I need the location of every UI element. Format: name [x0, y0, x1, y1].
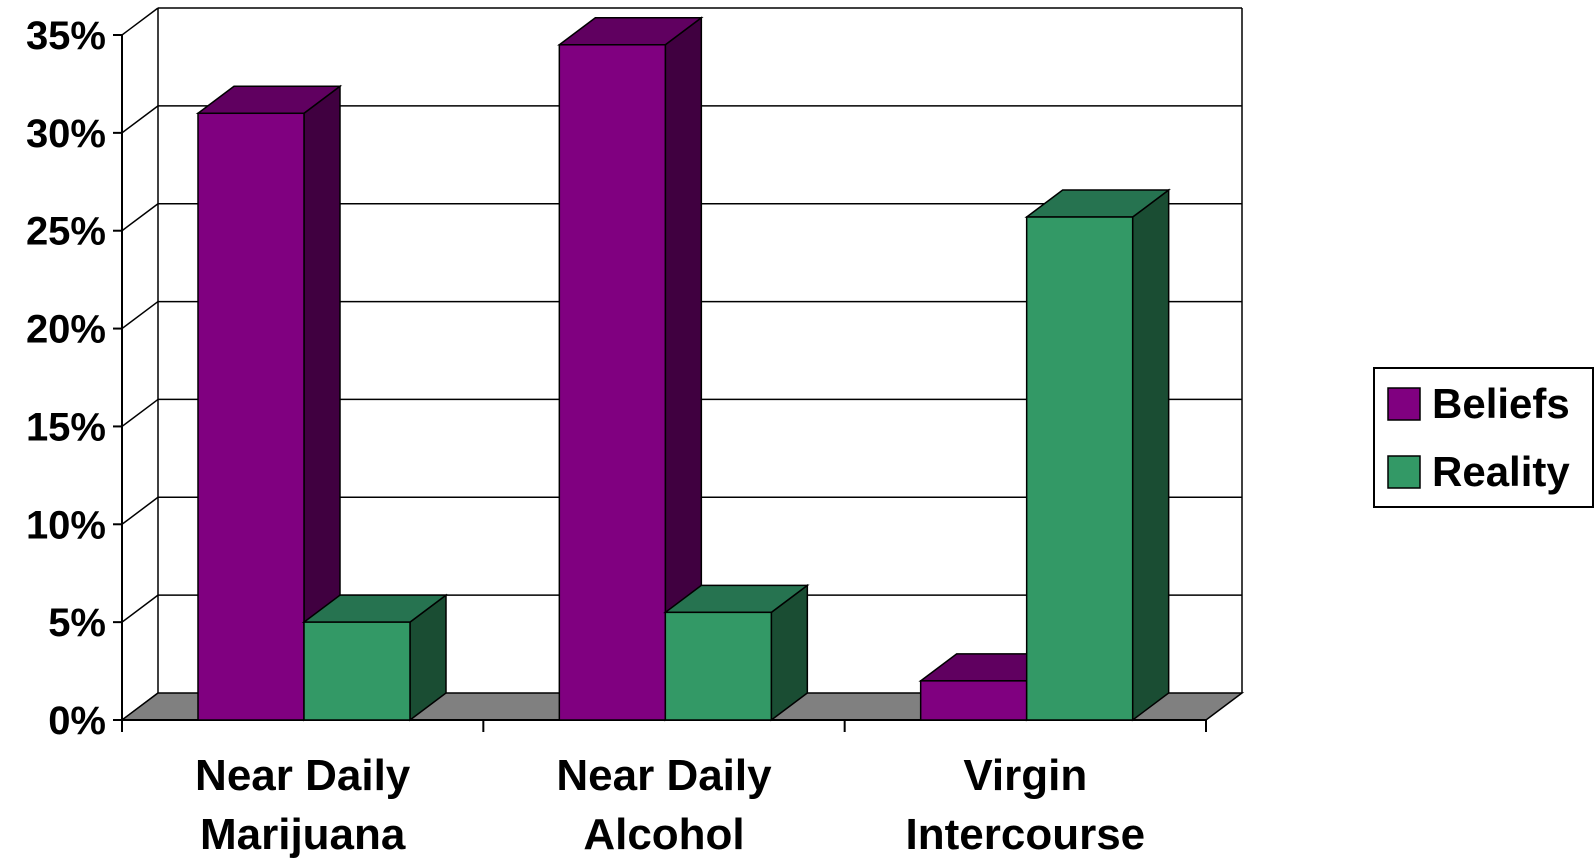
side-wall-line	[121, 398, 159, 428]
bar-front	[1025, 216, 1134, 721]
bar-front	[558, 44, 667, 721]
bar-front	[664, 611, 773, 721]
y-axis-ticks: 0% 5% 10% 15% 20% 25% 30% 35%	[26, 14, 106, 743]
y-tick-label: 5%	[48, 601, 106, 645]
bar-reality	[301, 593, 449, 722]
bar-reality	[1024, 188, 1171, 722]
side-wall-line	[121, 105, 159, 134]
y-tick-label: 25%	[26, 210, 106, 254]
y-tick-label: 35%	[26, 14, 106, 58]
bars	[195, 16, 1171, 722]
side-wall-line	[121, 594, 159, 623]
category-label-line: Near Daily	[195, 751, 411, 800]
category-label-line: Near Daily	[556, 751, 772, 800]
legend-label: Reality	[1432, 448, 1570, 495]
category-label-line: Marijuana	[200, 810, 406, 859]
side-wall-line	[121, 496, 159, 525]
bar-beliefs	[195, 84, 343, 722]
x-axis-categories: Near Daily Marijuana Near Daily Alcohol Virg…	[195, 751, 1145, 859]
y-tick-label: 30%	[26, 112, 106, 156]
category-label-line: Alcohol	[583, 810, 744, 859]
category-label: Near Daily Marijuana	[195, 751, 411, 859]
side-wall-line	[121, 7, 159, 36]
y-tick-label: 20%	[26, 308, 106, 352]
category-label: Virgin Intercourse	[906, 751, 1146, 859]
bar-front	[919, 680, 1028, 721]
bar-front	[303, 621, 411, 721]
legend-item-beliefs: Beliefs	[1387, 380, 1570, 427]
legend-item-reality: Reality	[1387, 448, 1570, 495]
bar-reality	[663, 583, 810, 722]
y-tick-label: 15%	[26, 405, 106, 449]
bar-front	[197, 112, 305, 721]
bar-side	[1131, 188, 1170, 722]
y-tick-label: 0%	[48, 699, 106, 743]
side-wall-line	[121, 203, 159, 232]
legend: Beliefs Reality	[1373, 367, 1594, 508]
side-wall-line	[121, 300, 159, 330]
legend-swatch	[1387, 455, 1421, 489]
y-tick-label: 10%	[26, 503, 106, 547]
category-label-line: Virgin	[963, 751, 1087, 800]
category-label-line: Intercourse	[906, 810, 1146, 859]
legend-label: Beliefs	[1432, 380, 1570, 427]
category-label: Near Daily Alcohol	[556, 751, 772, 859]
legend-swatch	[1387, 387, 1421, 421]
